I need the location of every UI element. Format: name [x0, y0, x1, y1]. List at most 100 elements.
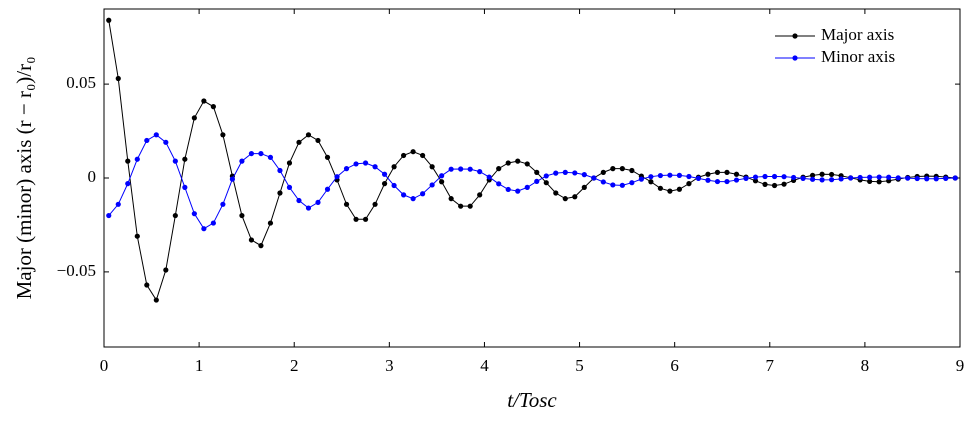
- data-point: [838, 176, 844, 182]
- data-point: [714, 169, 721, 175]
- data-point: [458, 203, 464, 209]
- data-point: [914, 175, 920, 182]
- data-point: [106, 212, 112, 219]
- x-tick-label: 4: [480, 356, 489, 375]
- data-point: [258, 150, 264, 157]
- data-point: [752, 178, 759, 184]
- data-point: [733, 177, 740, 183]
- data-point: [733, 171, 740, 177]
- x-tick-label: 0: [100, 356, 109, 375]
- data-point: [210, 104, 216, 110]
- data-point: [581, 184, 587, 190]
- data-point: [657, 185, 664, 191]
- data-point: [876, 179, 882, 185]
- data-point: [239, 212, 245, 219]
- data-point: [106, 17, 112, 23]
- data-point: [267, 220, 274, 226]
- data-point: [125, 158, 131, 164]
- data-point: [591, 175, 597, 181]
- data-point: [543, 180, 549, 186]
- data-point: [429, 182, 435, 188]
- data-point: [220, 201, 226, 207]
- data-point: [305, 205, 312, 211]
- data-point: [410, 149, 416, 155]
- data-point: [543, 173, 549, 179]
- data-point: [743, 175, 749, 181]
- x-tick-label: 1: [195, 356, 204, 375]
- data-point: [581, 172, 587, 178]
- data-point: [524, 184, 530, 190]
- data-point: [629, 180, 635, 186]
- data-point: [515, 158, 521, 164]
- data-point: [724, 169, 730, 175]
- data-point: [439, 173, 445, 179]
- data-point: [343, 201, 350, 207]
- data-point: [524, 161, 530, 167]
- data-point: [439, 179, 445, 185]
- data-point: [277, 190, 283, 196]
- data-point: [829, 171, 835, 178]
- data-point: [134, 233, 140, 239]
- data-point: [924, 176, 930, 182]
- data-point: [857, 174, 863, 181]
- data-point: [876, 174, 882, 180]
- data-point: [714, 178, 721, 185]
- data-point: [467, 166, 473, 172]
- data-point: [819, 171, 825, 177]
- data-point: [305, 132, 312, 138]
- data-point: [420, 191, 426, 197]
- data-point: [515, 188, 521, 194]
- data-point: [819, 177, 825, 183]
- data-point: [410, 196, 416, 202]
- legend-label: Minor axis: [821, 47, 895, 66]
- data-point: [572, 194, 578, 200]
- data-point: [762, 173, 768, 180]
- data-point: [458, 166, 464, 172]
- data-point: [505, 186, 511, 193]
- x-tick-label: 7: [766, 356, 775, 375]
- data-point: [771, 173, 778, 180]
- data-point: [353, 161, 359, 167]
- data-point: [534, 169, 540, 175]
- data-point: [401, 192, 407, 198]
- data-point: [144, 282, 150, 288]
- data-point: [943, 175, 949, 181]
- data-point: [296, 139, 302, 145]
- data-point: [553, 190, 559, 196]
- data-point: [201, 98, 207, 104]
- data-point: [809, 176, 816, 182]
- data-point: [781, 174, 787, 180]
- data-point: [362, 160, 369, 166]
- data-point: [258, 243, 264, 249]
- data-point: [315, 199, 321, 206]
- data-point: [724, 178, 730, 185]
- data-point: [534, 178, 540, 184]
- data-point: [505, 160, 511, 166]
- data-point: [648, 174, 654, 180]
- data-point: [144, 137, 150, 144]
- x-axis-label: t/Tosc: [507, 388, 557, 412]
- data-point: [343, 166, 350, 172]
- data-point: [353, 216, 359, 222]
- x-tick-label: 2: [290, 356, 299, 375]
- series-line: [108, 134, 956, 230]
- data-point: [553, 170, 559, 176]
- legend-marker: [792, 33, 798, 39]
- data-point: [134, 156, 140, 162]
- data-point: [401, 152, 407, 159]
- data-point: [153, 132, 159, 138]
- data-point: [705, 171, 711, 177]
- data-point: [372, 201, 378, 207]
- data-point: [429, 164, 435, 170]
- data-point: [867, 178, 873, 184]
- data-point: [629, 167, 635, 174]
- x-tick-label: 3: [385, 356, 394, 375]
- x-tick-label: 8: [861, 356, 870, 375]
- data-point: [562, 169, 568, 175]
- data-point: [695, 175, 702, 181]
- data-point: [933, 176, 939, 182]
- data-point: [315, 137, 321, 144]
- data-point: [182, 156, 188, 162]
- data-point: [448, 196, 454, 202]
